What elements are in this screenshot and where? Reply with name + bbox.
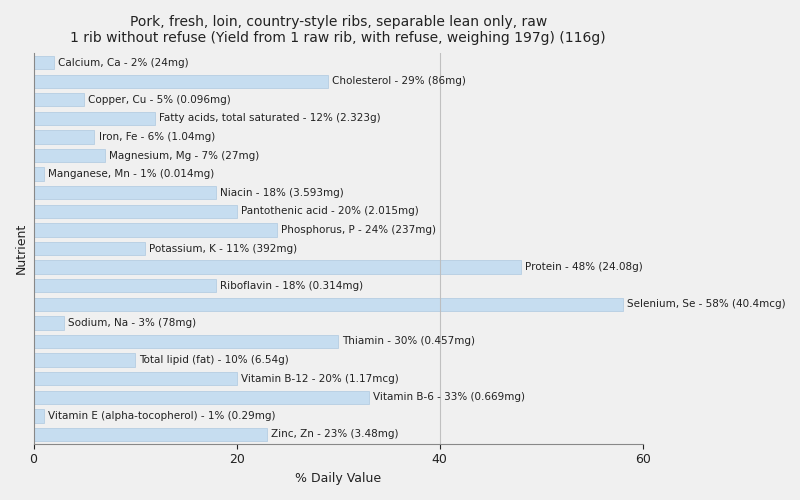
Bar: [34, 93, 84, 106]
Text: Vitamin E (alpha-tocopherol) - 1% (0.29mg): Vitamin E (alpha-tocopherol) - 1% (0.29m…: [48, 411, 275, 421]
Text: Vitamin B-6 - 33% (0.669mg): Vitamin B-6 - 33% (0.669mg): [373, 392, 525, 402]
Bar: [34, 260, 521, 274]
Bar: [34, 56, 54, 70]
Bar: [34, 168, 44, 181]
Y-axis label: Nutrient: Nutrient: [15, 223, 28, 274]
Text: Potassium, K - 11% (392mg): Potassium, K - 11% (392mg): [150, 244, 298, 254]
Text: Vitamin B-12 - 20% (1.17mcg): Vitamin B-12 - 20% (1.17mcg): [241, 374, 398, 384]
Bar: [34, 372, 237, 386]
Text: Riboflavin - 18% (0.314mg): Riboflavin - 18% (0.314mg): [221, 280, 363, 290]
Text: Magnesium, Mg - 7% (27mg): Magnesium, Mg - 7% (27mg): [109, 150, 259, 160]
Bar: [34, 130, 94, 143]
Text: Manganese, Mn - 1% (0.014mg): Manganese, Mn - 1% (0.014mg): [48, 169, 214, 179]
Bar: [34, 354, 135, 367]
Text: Pantothenic acid - 20% (2.015mg): Pantothenic acid - 20% (2.015mg): [241, 206, 418, 216]
Text: Total lipid (fat) - 10% (6.54g): Total lipid (fat) - 10% (6.54g): [139, 355, 289, 365]
Text: Sodium, Na - 3% (78mg): Sodium, Na - 3% (78mg): [68, 318, 196, 328]
Text: Phosphorus, P - 24% (237mg): Phosphorus, P - 24% (237mg): [282, 225, 436, 235]
Bar: [34, 204, 237, 218]
Bar: [34, 112, 155, 125]
Bar: [34, 428, 267, 441]
Text: Iron, Fe - 6% (1.04mg): Iron, Fe - 6% (1.04mg): [98, 132, 215, 142]
Bar: [34, 279, 216, 292]
X-axis label: % Daily Value: % Daily Value: [295, 472, 382, 485]
Bar: [34, 242, 146, 255]
Bar: [34, 74, 328, 88]
Bar: [34, 223, 278, 236]
Text: Zinc, Zn - 23% (3.48mg): Zinc, Zn - 23% (3.48mg): [271, 430, 398, 440]
Text: Thiamin - 30% (0.457mg): Thiamin - 30% (0.457mg): [342, 336, 475, 346]
Bar: [34, 149, 105, 162]
Bar: [34, 298, 622, 311]
Title: Pork, fresh, loin, country-style ribs, separable lean only, raw
1 rib without re: Pork, fresh, loin, country-style ribs, s…: [70, 15, 606, 45]
Text: Selenium, Se - 58% (40.4mcg): Selenium, Se - 58% (40.4mcg): [626, 300, 786, 310]
Bar: [34, 409, 44, 422]
Text: Protein - 48% (24.08g): Protein - 48% (24.08g): [525, 262, 643, 272]
Text: Calcium, Ca - 2% (24mg): Calcium, Ca - 2% (24mg): [58, 58, 189, 68]
Text: Niacin - 18% (3.593mg): Niacin - 18% (3.593mg): [221, 188, 344, 198]
Bar: [34, 390, 369, 404]
Bar: [34, 316, 64, 330]
Text: Cholesterol - 29% (86mg): Cholesterol - 29% (86mg): [332, 76, 466, 86]
Text: Copper, Cu - 5% (0.096mg): Copper, Cu - 5% (0.096mg): [88, 95, 231, 105]
Text: Fatty acids, total saturated - 12% (2.323g): Fatty acids, total saturated - 12% (2.32…: [159, 114, 381, 124]
Bar: [34, 186, 216, 200]
Bar: [34, 335, 338, 348]
